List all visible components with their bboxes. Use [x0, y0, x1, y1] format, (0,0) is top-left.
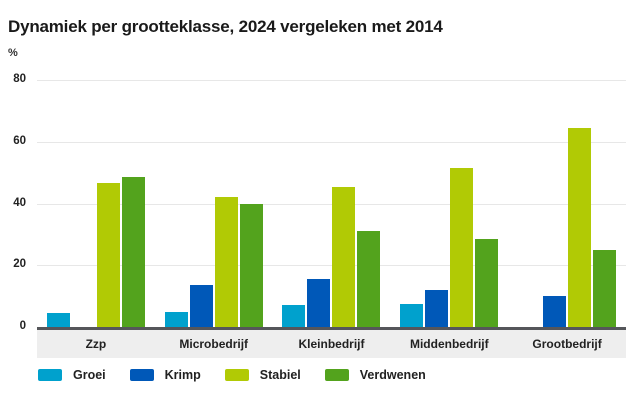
legend-swatch-icon: [224, 369, 249, 381]
bar-verdwenen-kleinbedrijf: [357, 231, 381, 327]
bar-slot: [121, 177, 145, 327]
bar-stabiel-grootbedrijf: [568, 127, 592, 327]
bar-slot: [307, 279, 331, 327]
bar-slot: [543, 296, 567, 327]
legend-item-verdwenen: Verdwenen: [324, 368, 426, 382]
gridline-20: [37, 265, 626, 267]
bar-slot: [46, 313, 70, 327]
bar-verdwenen-zzp: [121, 177, 145, 327]
y-tick-label-20: 20: [13, 258, 26, 271]
bar-slot: [425, 290, 449, 327]
legend-item-stabiel: Stabiel: [224, 368, 301, 382]
legend: Groei Krimp Stabiel Verdwenen: [38, 368, 426, 382]
bar-slot: [475, 239, 499, 327]
x-axis-label-kleinbedrijf: Kleinbedrijf: [298, 337, 365, 351]
gridline-60: [37, 141, 626, 143]
bar-groei-kleinbedrijf: [282, 305, 306, 327]
legend-item-krimp: Krimp: [129, 368, 201, 382]
bar-slot: [214, 197, 238, 327]
bar-group-grootbedrijf: [508, 80, 626, 327]
y-axis-unit-label: %: [8, 47, 18, 59]
legend-label: Krimp: [164, 368, 201, 382]
bar-slot: [239, 203, 263, 327]
x-axis-band: Zzp Microbedrijf Kleinbedrijf Middenbedrijf…: [37, 327, 626, 358]
bar-slot: [450, 168, 474, 327]
bar-group-kleinbedrijf: [273, 80, 391, 327]
legend-label: Groei: [73, 368, 106, 382]
bar-verdwenen-microbedrijf: [239, 203, 263, 327]
x-axis-label-microbedrijf: Microbedrijf: [179, 337, 249, 351]
bar-groei-microbedrijf: [164, 311, 188, 327]
bar-slot: [96, 183, 120, 327]
bar-slot: [593, 249, 617, 327]
bar-slot: [282, 305, 306, 327]
bar-groei-zzp: [46, 313, 70, 327]
bar-krimp-middenbedrijf: [425, 290, 449, 327]
legend-label: Verdwenen: [359, 368, 426, 382]
bar-krimp-kleinbedrijf: [307, 279, 331, 327]
legend-label: Stabiel: [259, 368, 301, 382]
bar-stabiel-kleinbedrijf: [332, 186, 356, 327]
bar-group-middenbedrijf: [390, 80, 508, 327]
chart-title: Dynamiek per grootteklasse, 2024 vergele…: [8, 17, 443, 36]
bar-slot: [357, 231, 381, 327]
bar-stabiel-middenbedrijf: [450, 168, 474, 327]
x-axis-label-middenbedrijf: Middenbedrijf: [409, 337, 489, 351]
bar-stabiel-microbedrijf: [214, 197, 238, 327]
bar-group-zzp: [37, 80, 155, 327]
plot-area: [37, 80, 626, 327]
bar-verdwenen-middenbedrijf: [475, 239, 499, 327]
legend-swatch-icon: [129, 369, 154, 381]
y-tick-label-80: 80: [13, 73, 26, 85]
gridline-80: [37, 80, 626, 81]
y-tick-label-60: 60: [13, 134, 26, 147]
x-axis-label-zzp: Zzp: [85, 337, 107, 351]
bar-verdwenen-grootbedrijf: [593, 249, 617, 327]
bar-groei-middenbedrijf: [400, 303, 424, 327]
bar-stabiel-zzp: [96, 183, 120, 327]
legend-swatch-icon: [38, 369, 62, 381]
bar-krimp-microbedrijf: [189, 285, 213, 327]
y-tick-label-0: 0: [19, 320, 26, 332]
bar-groups: [37, 80, 626, 327]
legend-item-groei: Groei: [38, 368, 106, 382]
bar-slot: [332, 186, 356, 327]
bar-slot: [189, 285, 213, 327]
bar-group-microbedrijf: [155, 80, 273, 327]
bar-slot: [400, 303, 424, 327]
y-tick-label-40: 40: [13, 196, 26, 209]
gridline-40: [37, 203, 626, 205]
legend-swatch-icon: [324, 369, 349, 381]
bar-krimp-grootbedrijf: [543, 296, 567, 327]
bar-slot: [568, 127, 592, 327]
x-axis-label-grootbedrijf: Grootbedrijf: [532, 337, 602, 351]
bar-slot: [164, 311, 188, 327]
